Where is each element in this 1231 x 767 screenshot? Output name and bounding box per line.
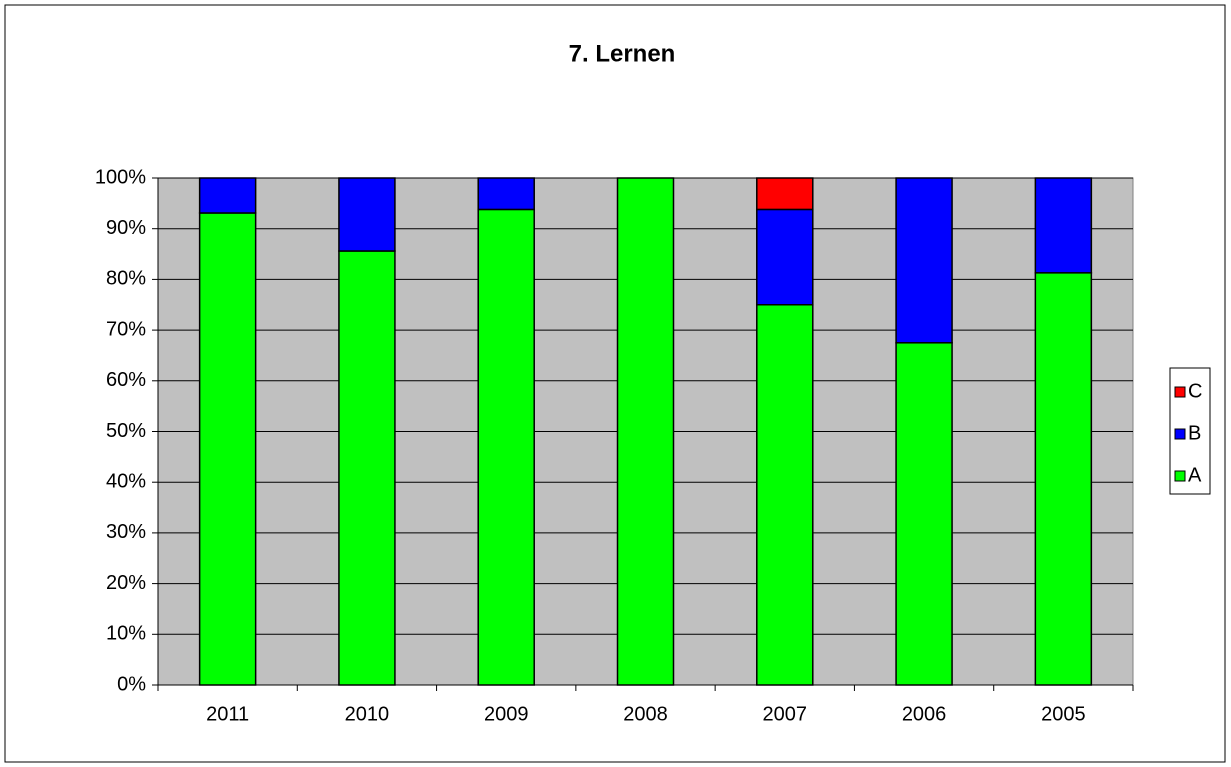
x-tick-label: 2009 xyxy=(484,703,529,725)
bar-segment xyxy=(895,342,953,686)
bar-segment xyxy=(338,250,396,686)
y-tick-label: 50% xyxy=(106,420,146,442)
x-tick-label: 2010 xyxy=(345,703,390,725)
y-tick-label: 0% xyxy=(117,673,146,695)
y-tick-label: 30% xyxy=(106,521,146,543)
x-tick-label: 2007 xyxy=(763,703,808,725)
y-tick-label: 100% xyxy=(95,166,146,188)
bar-segment xyxy=(1034,177,1093,274)
bar-segment xyxy=(895,177,953,344)
y-tick-label: 60% xyxy=(106,369,146,391)
bar-segment xyxy=(338,177,396,252)
bar-segment xyxy=(198,212,257,686)
y-tick-label: 40% xyxy=(106,470,146,492)
legend-label: C xyxy=(1188,380,1202,402)
y-tick-label: 80% xyxy=(106,268,146,290)
legend-swatch xyxy=(1174,470,1186,482)
bar-segment xyxy=(756,304,814,686)
y-tick-label: 70% xyxy=(106,318,146,340)
bar-segment xyxy=(756,208,814,306)
bar-segment xyxy=(198,177,257,214)
legend-label: B xyxy=(1188,422,1201,444)
y-tick-label: 10% xyxy=(106,623,146,645)
legend-swatch xyxy=(1174,428,1186,440)
chart-title: 7. Lernen xyxy=(569,40,676,67)
bar-segment xyxy=(477,177,535,211)
bar-segment xyxy=(1034,272,1093,686)
legend-label: A xyxy=(1188,464,1202,486)
y-tick-label: 20% xyxy=(106,572,146,594)
x-tick-label: 2005 xyxy=(1041,703,1086,725)
x-tick-label: 2006 xyxy=(902,703,947,725)
x-tick-label: 2008 xyxy=(623,703,668,725)
bar-segment xyxy=(756,177,814,211)
x-tick-label: 2011 xyxy=(206,703,249,725)
y-tick-label: 90% xyxy=(106,217,146,239)
legend-swatch xyxy=(1174,386,1186,398)
bar-segment xyxy=(477,208,535,686)
bar-segment xyxy=(616,177,675,686)
